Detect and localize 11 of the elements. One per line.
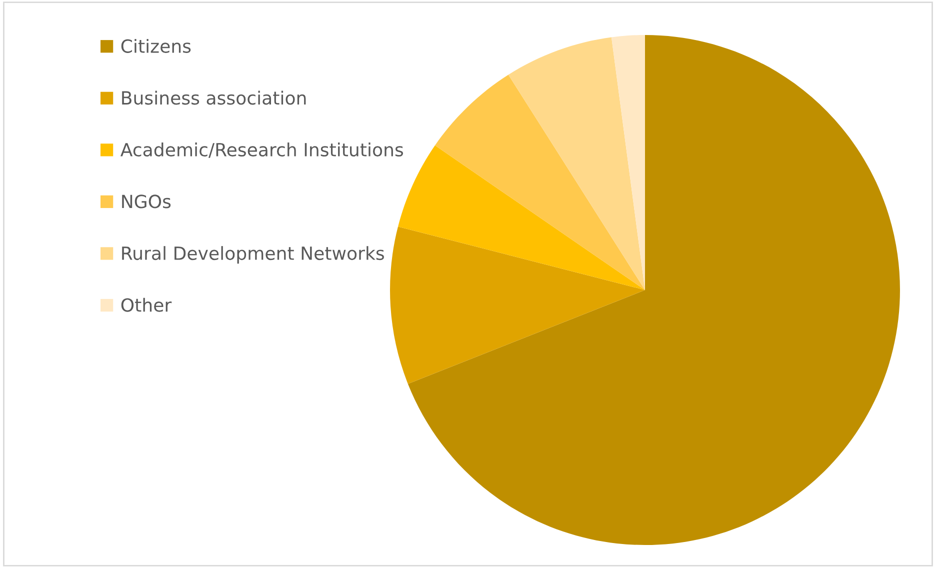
pie-slice [408,35,900,545]
pie-slice [611,35,645,290]
legend-label: NGOs [122,194,171,208]
legend-label: Other [121,298,172,312]
legend-label: Academic/Research Institutions [120,142,404,158]
pie-slice [435,74,645,290]
legend-label: Rural Development Networks [122,246,384,264]
legend-label: Citizens [121,38,191,53]
pie-slice [508,37,645,290]
pie-slice [390,226,645,384]
legend-label: Business association [122,90,306,105]
